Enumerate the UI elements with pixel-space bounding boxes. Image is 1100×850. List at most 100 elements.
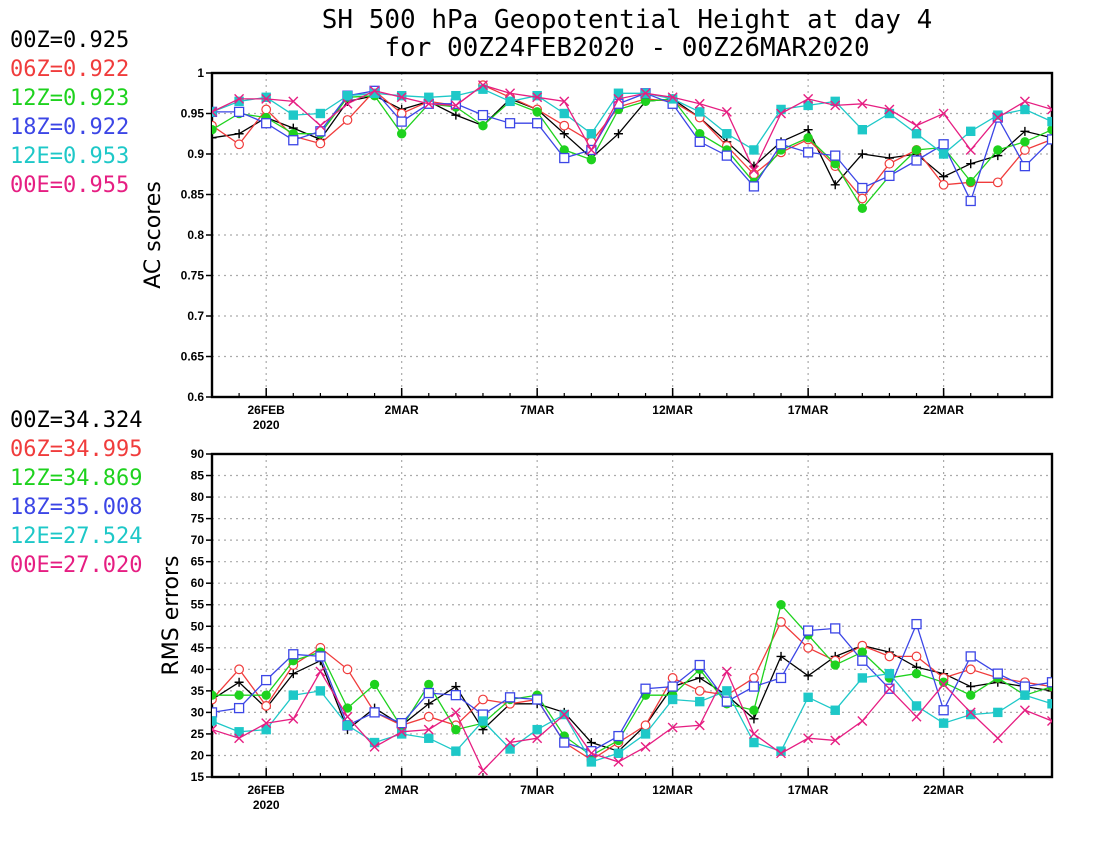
data-point-12z [749, 705, 759, 715]
data-point-00e [234, 733, 245, 744]
data-point-00e [748, 728, 759, 739]
data-point-00e [613, 93, 624, 104]
data-point-12z [830, 660, 840, 670]
x-tick-year-label: 2020 [253, 418, 280, 432]
data-point-18z [477, 109, 489, 121]
data-point-12e [803, 100, 813, 111]
data-point-12e [424, 92, 434, 102]
y-tick-label: 30 [191, 705, 205, 719]
data-point-00e [613, 756, 624, 767]
data-point-12z [212, 125, 217, 135]
data-point-12e [695, 696, 705, 707]
y-tick-label: 70 [191, 533, 205, 547]
data-point-06z [694, 685, 705, 696]
y-tick-label: 50 [191, 619, 205, 633]
data-point-12z [776, 600, 786, 610]
data-point-18z [261, 118, 272, 129]
score-label-12z: 12Z=0.923 [10, 86, 129, 111]
data-point-18z [667, 681, 678, 692]
data-point-12e [424, 733, 434, 743]
data-point-18z [559, 152, 570, 164]
data-point-12e [1047, 699, 1052, 709]
data-point-00z [803, 671, 813, 681]
data-point-12z [451, 724, 461, 735]
data-point-18z [748, 181, 760, 192]
x-tick-label: 7MAR [520, 783, 554, 797]
data-point-00e [776, 748, 787, 759]
data-point-00e [965, 144, 976, 155]
y-tick-label: 40 [191, 662, 205, 676]
data-point-12z [478, 120, 488, 131]
data-point-00e [803, 93, 814, 104]
data-point-00e [477, 80, 488, 91]
data-point-00e [992, 733, 1003, 744]
data-point-12e [315, 108, 326, 119]
data-point-00e [423, 724, 434, 735]
data-point-00e [532, 733, 543, 744]
data-point-00e [640, 88, 651, 99]
data-point-06z [1020, 145, 1030, 155]
data-point-18z [559, 737, 570, 748]
data-point-18z [938, 139, 949, 150]
data-point-12e [532, 90, 542, 101]
score-label-06z: 06Z=34.995 [10, 437, 142, 462]
data-point-00e [396, 726, 407, 737]
data-point-18z [830, 150, 841, 161]
data-point-00e [234, 93, 245, 104]
data-point-00e [911, 120, 922, 131]
data-point-12e [478, 716, 488, 726]
data-point-00e [559, 709, 570, 720]
data-point-00e [315, 120, 326, 131]
data-point-12z [532, 107, 542, 117]
data-point-18z [261, 674, 272, 686]
series-line-18z [212, 90, 1052, 203]
data-point-12e [722, 686, 732, 696]
data-point-00e [667, 722, 678, 733]
data-point-18z [802, 147, 814, 158]
data-point-00e [423, 98, 434, 109]
score-label-06z: 06Z=0.922 [10, 57, 129, 82]
data-point-18z [965, 195, 976, 207]
y-tick-label: 85 [191, 469, 205, 483]
data-point-06z [640, 720, 651, 731]
data-point-12e [613, 748, 624, 759]
data-point-00z [749, 714, 759, 724]
y-tick-label: 0.85 [181, 188, 205, 202]
data-point-12e [212, 107, 217, 117]
score-label-00e: 00E=27.020 [10, 553, 142, 578]
y-tick-label: 90 [191, 447, 205, 461]
data-point-12e [234, 727, 244, 737]
data-point-18z [694, 136, 705, 148]
data-point-18z [212, 707, 218, 718]
data-point-12z [640, 96, 651, 107]
y-tick-label: 45 [191, 641, 205, 655]
data-point-06z [965, 664, 976, 675]
data-point-00e [505, 88, 516, 99]
data-point-18z [694, 659, 705, 671]
data-point-18z [857, 655, 868, 666]
data-point-12e [261, 92, 271, 102]
data-point-00e [694, 98, 705, 109]
plot-frame [210, 452, 1054, 779]
x-tick-label: 12MAR [652, 403, 693, 417]
y-tick-label: 0.75 [181, 269, 205, 283]
y-tick-label: 20 [191, 748, 205, 762]
data-point-18z [802, 625, 814, 636]
data-point-00e [1019, 705, 1030, 716]
data-point-12e [505, 96, 515, 107]
data-point-12e [315, 686, 326, 696]
x-tick-label: 17MAR [788, 783, 829, 797]
data-point-12z [993, 145, 1003, 155]
data-point-12e [1020, 104, 1030, 115]
data-point-00z [451, 110, 461, 120]
data-point-12z [830, 159, 840, 169]
x-tick-label: 22MAR [923, 403, 964, 417]
y-axis-label: AC scores [141, 181, 166, 289]
data-point-18z [504, 692, 516, 703]
data-point-12z [212, 690, 217, 700]
data-point-12e [342, 90, 353, 101]
score-label-12e: 12E=0.953 [10, 144, 129, 169]
y-tick-label: 15 [191, 770, 205, 784]
data-point-12e [749, 737, 759, 748]
data-point-12e [667, 94, 678, 104]
